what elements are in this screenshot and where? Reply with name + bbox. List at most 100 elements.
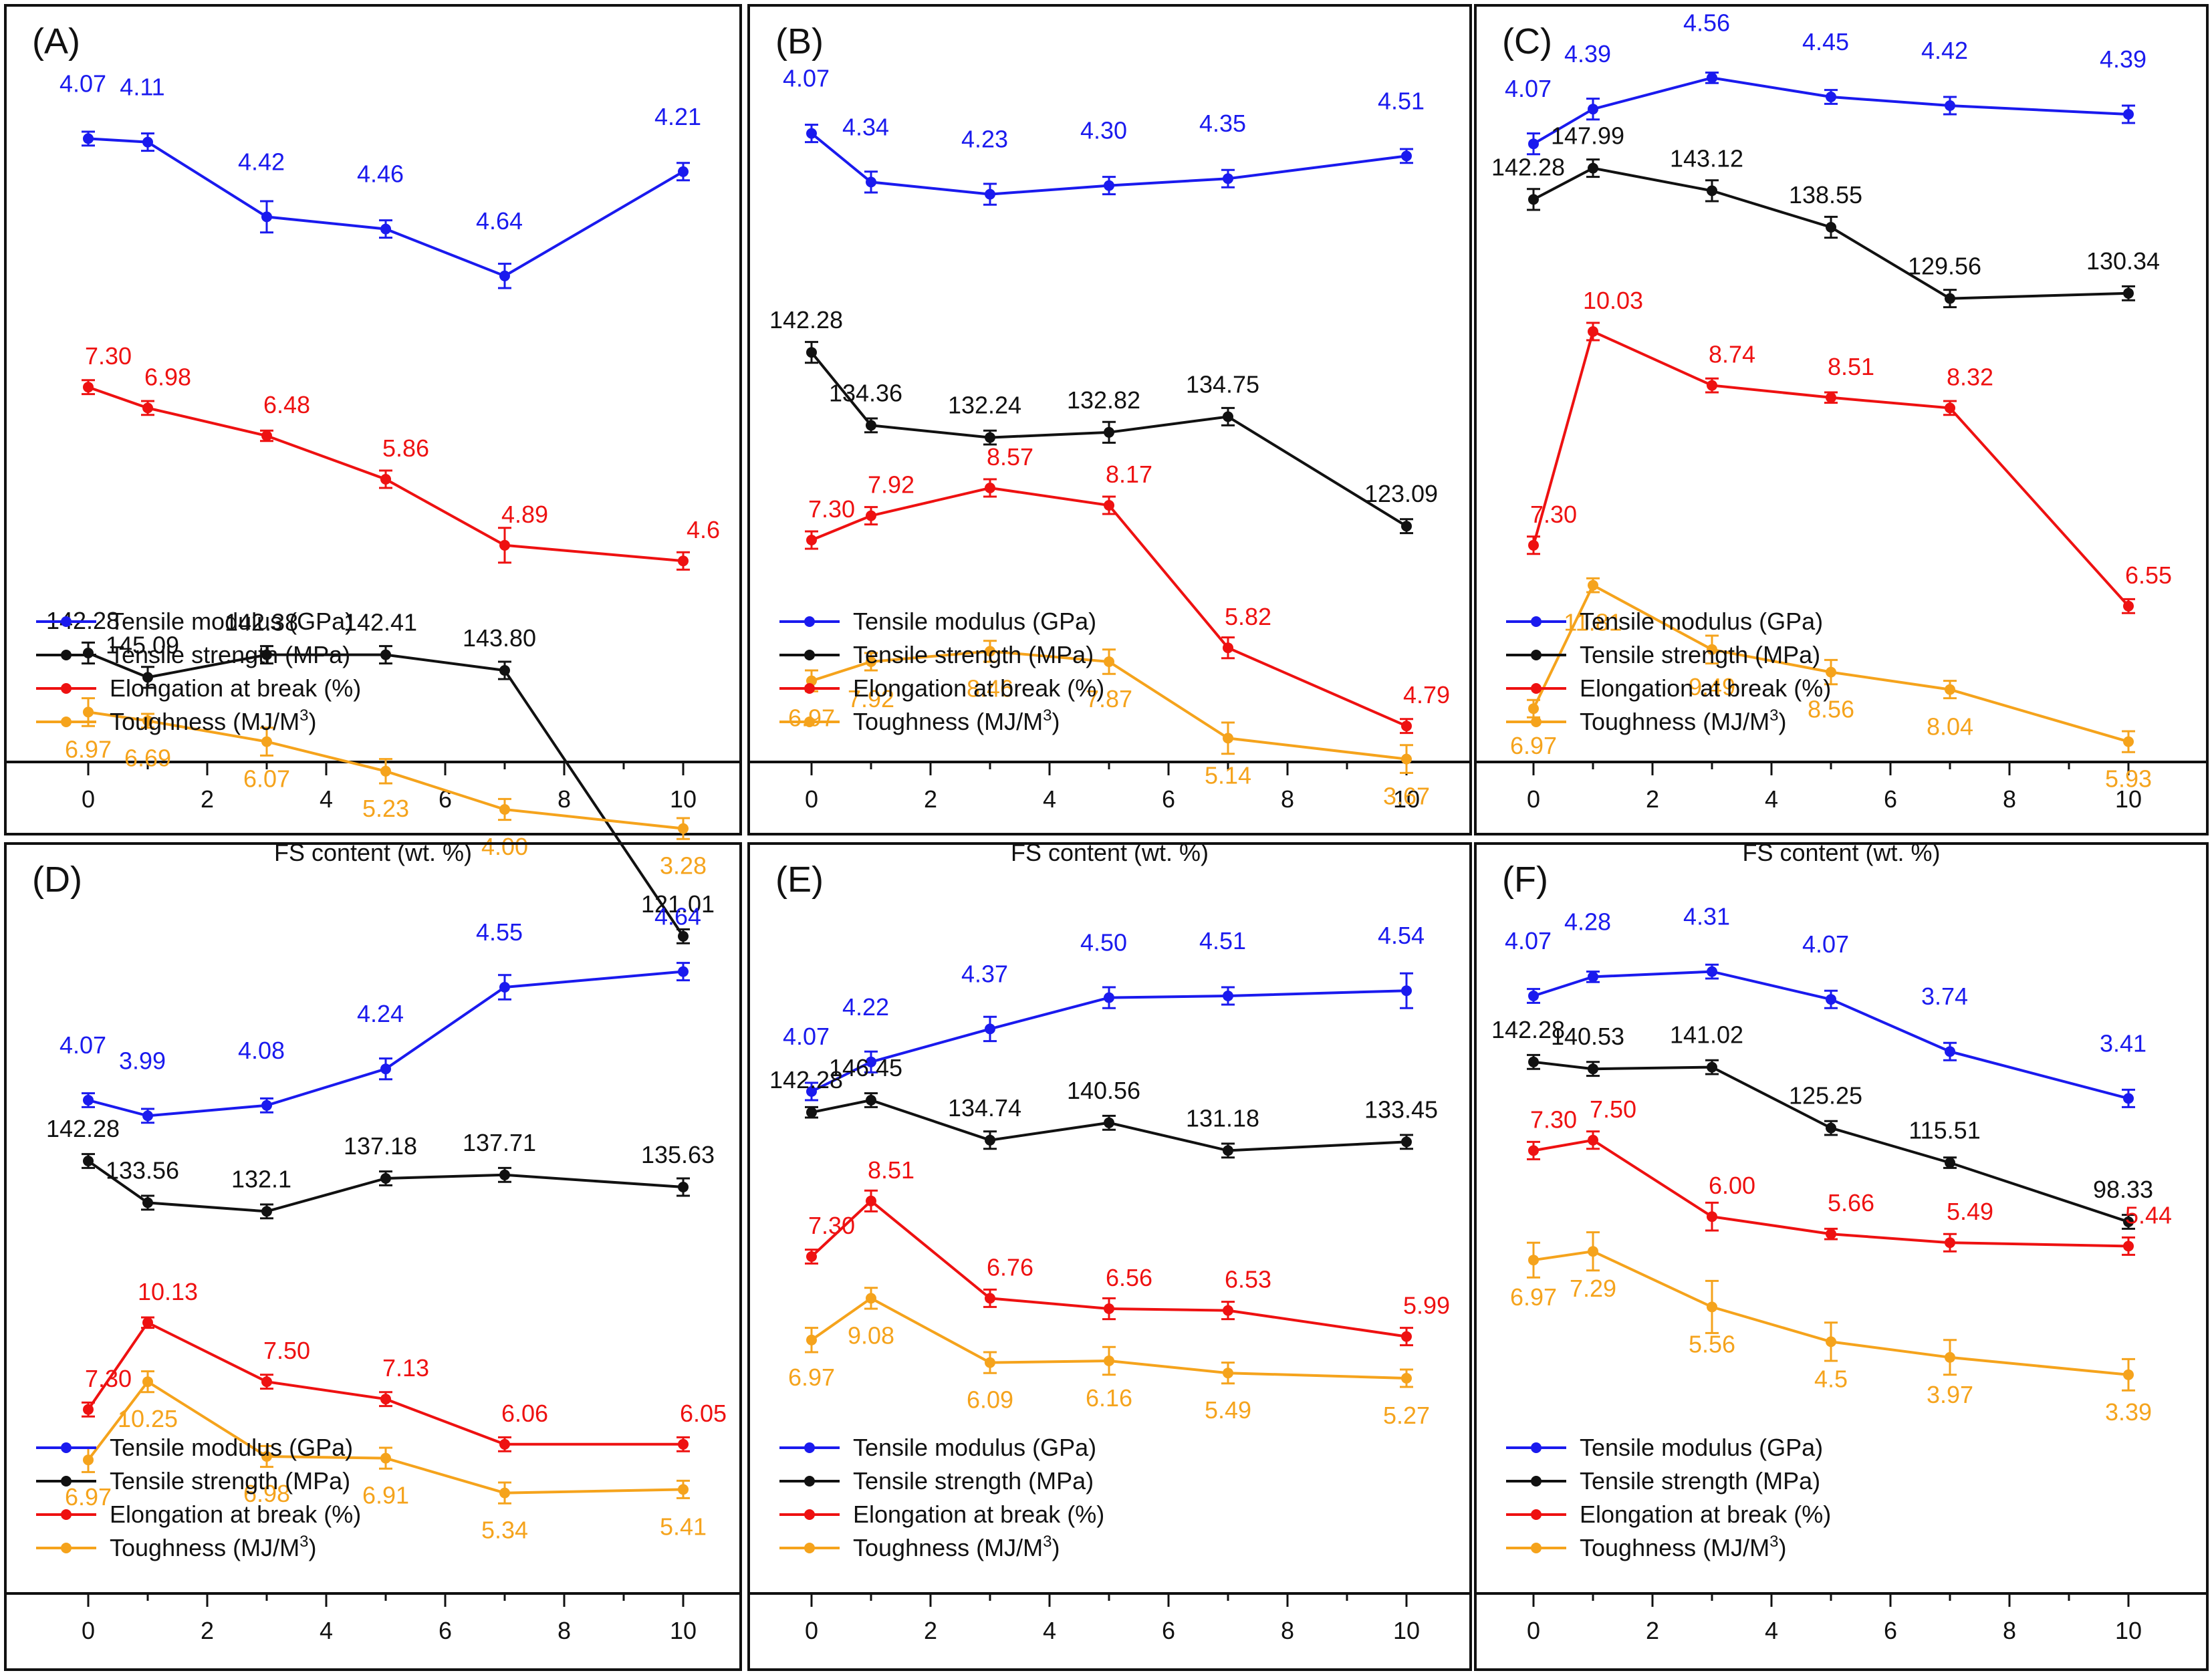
- legend-label: Toughness (MJ/M3): [1580, 706, 1786, 735]
- data-point: [1945, 1351, 1955, 1363]
- x-tick-label: 8: [2003, 1617, 2016, 1644]
- data-label: 4.23: [961, 126, 1008, 153]
- data-point: [499, 1438, 510, 1450]
- series-line: [88, 137, 685, 278]
- data-point: [866, 1095, 876, 1106]
- panel-frame: [1474, 842, 2209, 1671]
- legend-label: Tensile modulus (GPa): [1580, 608, 1823, 635]
- legend-label: Tensile modulus (GPa): [853, 608, 1096, 635]
- legend-swatch-marker: [61, 1442, 72, 1453]
- legend-label: Elongation at break (%): [110, 1501, 361, 1528]
- panel-frame: [4, 842, 742, 1671]
- legend-label-text: Tensile strength (MPa): [1580, 1467, 1820, 1495]
- data-point: [380, 1452, 391, 1464]
- legend-label-tail: ): [1778, 708, 1786, 735]
- data-label: 142.28: [769, 306, 843, 334]
- data-label: 142.28: [1491, 1016, 1565, 1043]
- data-point: [1223, 1145, 1233, 1156]
- panel-frame: [4, 4, 742, 835]
- legend-label-text: Toughness (MJ/M: [853, 1534, 1043, 1561]
- data-label: 7.30: [1530, 501, 1577, 528]
- series-line: [88, 386, 684, 563]
- data-point: [1826, 92, 1836, 102]
- data-label: 4.24: [357, 1000, 404, 1027]
- data-point: [83, 648, 94, 658]
- series-modulus: 4.07 4.11 4.42 4.46 4.64 4.21: [59, 70, 701, 289]
- data-point: [1223, 733, 1233, 744]
- data-point: [1104, 992, 1114, 1003]
- data-point: [866, 1056, 876, 1067]
- data-point: [261, 1206, 272, 1217]
- data-point: [866, 420, 876, 431]
- series-line: [88, 652, 685, 937]
- data-point: [1401, 721, 1412, 732]
- series-elongation: 7.30 10.13 7.50 7.13 6.06 6.05: [82, 1278, 727, 1452]
- data-label: 5.23: [362, 795, 409, 822]
- x-tick-label: 2: [924, 1617, 937, 1644]
- legend-label: Toughness (MJ/M3): [110, 1533, 316, 1561]
- data-label: 131.18: [1186, 1104, 1259, 1132]
- data-label: 4.42: [238, 148, 285, 175]
- data-label: 3.39: [2105, 1398, 2152, 1426]
- series-line: [1532, 76, 2129, 145]
- series-line: [87, 1321, 683, 1446]
- x-tick-label: 4: [1043, 1617, 1056, 1644]
- data-label: 5.99: [1403, 1292, 1450, 1319]
- x-tick-label: 4: [1043, 785, 1056, 813]
- data-label: 3.28: [660, 852, 707, 880]
- x-tick-label: 2: [201, 1617, 214, 1644]
- data-point: [1588, 971, 1598, 983]
- panel-frame: [747, 4, 1472, 835]
- data-label: 121.01: [641, 890, 715, 918]
- chart-panel-f: (F) 0 2 4 6 8 10 FS content (wt. %) 4.07 4.28 4.31…: [1474, 842, 2209, 1675]
- legend-label-text: Tensile strength (MPa): [110, 641, 350, 668]
- data-point: [142, 1110, 153, 1122]
- legend-label: Tensile modulus (GPa): [1580, 1434, 1823, 1461]
- series-toughness: 6.977.928.467.875.143.67: [788, 640, 1430, 810]
- data-label: 8.51: [868, 1156, 914, 1184]
- series-line: [88, 711, 684, 830]
- legend-swatch-marker: [1531, 717, 1542, 727]
- legend-label-text: Elongation at break (%): [110, 1501, 361, 1528]
- legend-label: Tensile strength (MPa): [110, 641, 350, 668]
- x-tick-label: 4: [320, 1617, 333, 1644]
- legend-label-text: Toughness (MJ/M: [1580, 1534, 1769, 1561]
- x-axis-title: FS content (wt. %): [274, 1670, 472, 1675]
- legend-label-tail: ): [1778, 1534, 1786, 1561]
- x-tick-label: 0: [82, 1617, 95, 1644]
- data-point: [985, 1357, 995, 1368]
- data-point: [1528, 1056, 1539, 1067]
- data-point: [380, 223, 391, 235]
- data-point: [83, 133, 94, 144]
- legend-label-text: Elongation at break (%): [110, 674, 361, 702]
- data-point: [1707, 380, 1717, 391]
- data-point: [1528, 1145, 1539, 1156]
- data-point: [1826, 1336, 1836, 1347]
- data-label: 6.16: [1086, 1384, 1132, 1412]
- data-label: 6.97: [788, 1364, 835, 1391]
- data-point: [83, 1454, 94, 1466]
- legend-label: Elongation at break (%): [853, 674, 1104, 702]
- legend-label-tail: ): [308, 1534, 316, 1561]
- series-line: [1532, 330, 2130, 608]
- data-point: [678, 166, 689, 177]
- x-tick-label: 4: [1765, 1617, 1778, 1644]
- x-tick-label: 0: [805, 785, 818, 813]
- data-label: 4.22: [842, 993, 889, 1021]
- data-label: 4.50: [1080, 929, 1127, 956]
- legend-swatch-marker: [804, 683, 815, 694]
- series-line: [1533, 166, 2129, 300]
- data-point: [1104, 500, 1114, 511]
- data-label: 4.42: [1921, 37, 1968, 64]
- x-tick-label: 6: [1884, 785, 1897, 813]
- data-point: [985, 1293, 995, 1304]
- data-point: [1223, 1368, 1233, 1379]
- data-label: 4.51: [1199, 927, 1246, 954]
- data-label: 7.87: [1086, 685, 1132, 713]
- data-point: [2123, 1216, 2134, 1227]
- series-line: [1533, 970, 2129, 1100]
- data-label: 4.46: [357, 160, 404, 188]
- data-label: 6.06: [501, 1400, 548, 1427]
- data-point: [499, 270, 510, 281]
